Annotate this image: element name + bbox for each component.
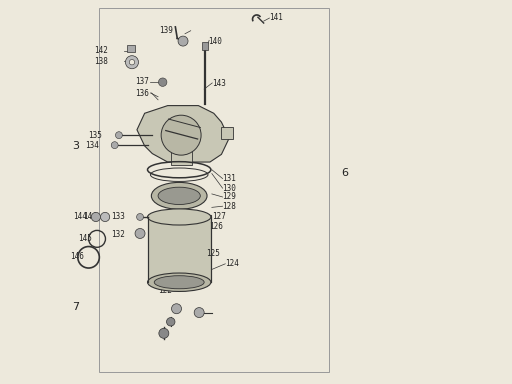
Text: 6: 6	[341, 168, 348, 178]
Circle shape	[161, 115, 201, 155]
Circle shape	[91, 212, 100, 222]
Text: 139: 139	[160, 26, 174, 35]
Text: 122: 122	[158, 286, 172, 295]
Circle shape	[100, 212, 110, 222]
Text: 123: 123	[166, 275, 180, 285]
Text: 132: 132	[111, 230, 125, 239]
Text: 129: 129	[223, 192, 237, 202]
Ellipse shape	[154, 276, 204, 289]
Text: 135: 135	[89, 131, 102, 140]
Text: 145: 145	[78, 234, 92, 243]
Circle shape	[159, 78, 167, 86]
Bar	[98, 8, 329, 372]
Ellipse shape	[158, 187, 200, 205]
Circle shape	[159, 328, 169, 338]
Circle shape	[137, 214, 143, 220]
Circle shape	[135, 228, 145, 238]
Circle shape	[166, 318, 175, 326]
Bar	[221, 127, 233, 139]
Circle shape	[111, 142, 118, 149]
Text: 130: 130	[223, 184, 237, 193]
Circle shape	[115, 132, 122, 139]
Text: 140: 140	[208, 36, 222, 46]
Text: 144: 144	[73, 212, 87, 222]
Text: 146: 146	[71, 252, 84, 261]
Text: 7: 7	[72, 302, 79, 312]
Ellipse shape	[147, 273, 211, 291]
Text: 137: 137	[135, 77, 150, 86]
Text: 124: 124	[225, 259, 239, 268]
Text: 143: 143	[212, 79, 226, 88]
Circle shape	[194, 308, 204, 318]
Text: 133: 133	[111, 212, 125, 222]
Ellipse shape	[147, 209, 211, 225]
Bar	[147, 215, 211, 282]
Ellipse shape	[152, 182, 207, 209]
Text: 131: 131	[223, 174, 237, 183]
Text: 125: 125	[206, 249, 220, 258]
Text: 138: 138	[94, 57, 108, 66]
Circle shape	[172, 304, 182, 314]
Circle shape	[125, 56, 138, 69]
Circle shape	[129, 60, 135, 65]
Text: 3: 3	[72, 141, 79, 151]
Text: 141: 141	[269, 13, 283, 22]
Polygon shape	[137, 106, 229, 162]
Text: 144: 144	[83, 212, 97, 222]
Text: 126: 126	[209, 222, 223, 231]
Text: 128: 128	[223, 202, 237, 211]
Text: 142: 142	[94, 46, 108, 55]
Bar	[202, 42, 208, 50]
Bar	[127, 45, 135, 52]
Text: 134: 134	[84, 141, 98, 151]
Circle shape	[178, 36, 188, 46]
Text: 136: 136	[135, 89, 150, 98]
Bar	[171, 150, 192, 165]
Text: 127: 127	[212, 212, 226, 221]
